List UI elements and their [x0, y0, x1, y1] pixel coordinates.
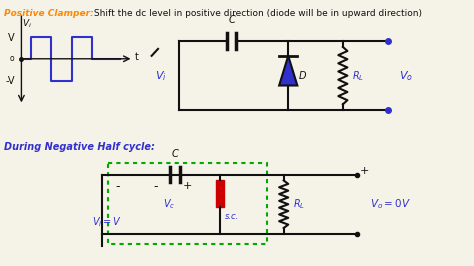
- Text: -V: -V: [6, 76, 16, 86]
- Text: s.c.: s.c.: [225, 212, 239, 221]
- Text: $V_i$: $V_i$: [155, 69, 166, 82]
- Polygon shape: [279, 56, 297, 85]
- Text: $V_o$: $V_o$: [399, 69, 413, 82]
- Text: C: C: [172, 149, 178, 159]
- Text: +: +: [360, 166, 370, 176]
- Text: $R_L$: $R_L$: [352, 69, 364, 82]
- Text: $V_c$: $V_c$: [163, 197, 175, 211]
- Text: $V_o = 0V$: $V_o = 0V$: [370, 197, 411, 211]
- Text: During Negative Half cycle:: During Negative Half cycle:: [4, 142, 155, 152]
- Text: -: -: [154, 180, 158, 193]
- Text: o: o: [9, 54, 14, 63]
- Text: Positive Clamper:: Positive Clamper:: [4, 9, 94, 18]
- Bar: [216, 180, 224, 207]
- Text: V: V: [8, 33, 14, 43]
- Text: $V_i = V$: $V_i = V$: [92, 215, 122, 229]
- Text: C: C: [228, 15, 235, 25]
- Text: $R_L$: $R_L$: [293, 197, 305, 211]
- Text: Shift the dc level in positive direction (diode will be in upward direction): Shift the dc level in positive direction…: [91, 9, 422, 18]
- Text: +: +: [182, 181, 192, 192]
- Text: $V_i$: $V_i$: [22, 17, 32, 30]
- Text: t: t: [135, 52, 139, 62]
- Text: D: D: [299, 70, 307, 81]
- Text: -: -: [115, 180, 120, 193]
